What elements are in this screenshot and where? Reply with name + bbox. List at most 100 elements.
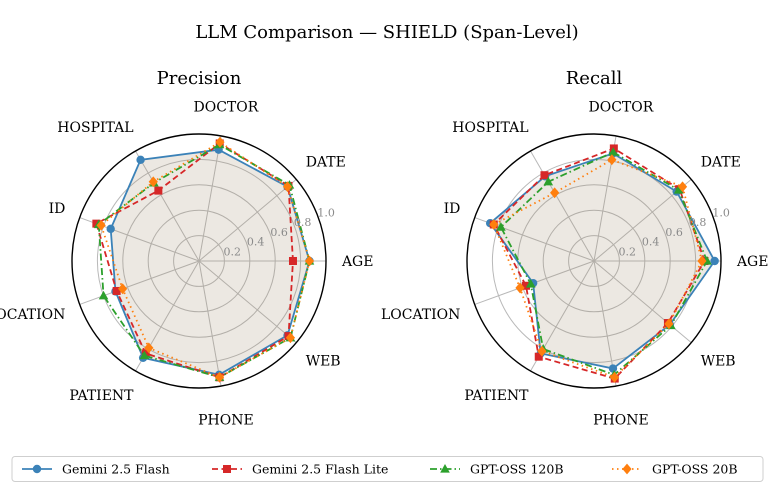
radial-tick-label: 0.6 [665, 226, 683, 239]
grid-spoke [198, 135, 222, 262]
legend-item-gemini-2-5-flash: Gemini 2.5 Flash [22, 462, 170, 477]
axis-label-id: ID [49, 201, 66, 217]
axis-label-date: DATE [701, 154, 741, 170]
data-point-phone [608, 364, 618, 373]
data-point-date [673, 184, 684, 194]
legend-frame [11, 456, 764, 482]
data-point-location [112, 286, 121, 295]
data-point-date [677, 181, 688, 193]
axis-label-hospital: HOSPITAL [57, 120, 133, 136]
legend-label: GPT-OSS 20B [652, 462, 738, 477]
series-line [97, 143, 311, 379]
legend-label: Gemini 2.5 Flash [62, 462, 170, 477]
legend-marker [32, 464, 42, 474]
legend: Gemini 2.5 Flash Gemini 2.5 Flash Lite GPT… [11, 456, 764, 482]
axis-label-phone: PHONE [593, 413, 649, 429]
data-point-hospital [540, 171, 549, 180]
recall-radar: 0.2 0.4 0.6 0.8 1.0 AGE DATE DOCTOR HOSPITAL ID LO… [381, 99, 768, 428]
data-point-age [697, 255, 707, 267]
data-point-hospital [148, 176, 158, 188]
axis-label-phone: PHONE [198, 413, 254, 429]
radial-tick-label: 0.4 [247, 236, 265, 249]
data-point-location [98, 290, 109, 300]
radial-tick-label: 1.0 [317, 206, 335, 219]
data-point-hospital [543, 176, 554, 186]
data-point-phone [609, 371, 620, 383]
data-point-patient [144, 342, 154, 354]
legend-item-gpt-oss-120b: GPT-OSS 120B [430, 462, 564, 477]
data-point-hospital [550, 187, 560, 199]
data-point-patient [537, 345, 547, 357]
legend-item-gemini-2-5-flash-lite: Gemini 2.5 Flash Lite [212, 462, 388, 477]
axis-label-location: LOCATION [381, 307, 460, 323]
data-point-id [106, 224, 115, 234]
precision-radar: 0.2 0.4 0.6 0.8 1.0 AGE DATE DOCTOR HOSPITAL ID LO… [0, 99, 373, 428]
radial-tick-label: 0.8 [294, 216, 312, 229]
data-point-age [304, 255, 315, 267]
data-point-id [96, 219, 106, 231]
data-point-age [710, 256, 719, 266]
grid-spoke [530, 150, 595, 262]
legend-label: Gemini 2.5 Flash Lite [252, 462, 388, 477]
legend-marker [223, 465, 231, 473]
axis-label-doctor: DOCTOR [194, 99, 259, 115]
data-point-hospital [136, 155, 145, 165]
grid-spoke [79, 260, 200, 305]
data-point-web [285, 332, 296, 344]
data-point-id [92, 219, 101, 228]
radial-tick-label: 0.2 [618, 245, 636, 258]
data-point-location [515, 282, 525, 294]
data-point-doctor [215, 136, 225, 148]
axis-label-date: DATE [306, 154, 346, 170]
data-point-hospital [154, 186, 163, 195]
legend-label: GPT-OSS 120B [470, 462, 564, 477]
data-point-age [288, 257, 297, 265]
series-area [490, 153, 715, 369]
axis-label-doctor: DOCTOR [589, 99, 654, 115]
data-point-location [118, 283, 128, 295]
outer-ring [71, 133, 327, 389]
radial-tick-label: 0.2 [223, 245, 241, 258]
radial-tick-label: 0.6 [270, 226, 288, 239]
axis-label-patient: PATIENT [464, 388, 529, 404]
precision-series-gpt-oss-20b [96, 136, 315, 383]
data-point-location [525, 279, 536, 288]
data-point-doctor [608, 147, 618, 156]
grid-spoke [198, 178, 297, 262]
data-point-patient [534, 352, 543, 361]
outer-ring [466, 133, 722, 389]
axis-label-location: LOCATION [0, 307, 65, 323]
axis-label-age: AGE [736, 254, 769, 270]
radial-tick-label: 0.4 [642, 236, 660, 249]
axis-label-age: AGE [341, 254, 374, 270]
precision-panel-title: Precision [157, 68, 242, 89]
data-point-patient [139, 350, 150, 360]
grid-spoke [198, 260, 222, 387]
data-point-web [664, 318, 674, 330]
grid-spoke [135, 150, 200, 262]
data-point-id [496, 222, 506, 231]
axis-label-web: WEB [701, 354, 736, 370]
data-point-doctor [607, 154, 617, 166]
series-area [110, 149, 310, 375]
series-line [488, 152, 716, 370]
legend-marker [622, 463, 632, 475]
radial-tick-label: 1.0 [712, 206, 730, 219]
data-point-phone [214, 371, 225, 383]
legend-marker [440, 464, 450, 473]
axis-label-patient: PATIENT [69, 388, 134, 404]
figure-title: LLM Comparison — SHIELD (Span-Level) [195, 22, 578, 43]
data-point-location [521, 281, 530, 290]
axis-label-web: WEB [306, 354, 341, 370]
data-point-date [282, 181, 293, 193]
radial-tick-label: 0.8 [689, 216, 707, 229]
grid-spoke [198, 260, 297, 344]
data-point-id [489, 219, 499, 230]
recall-series-gpt-oss-20b [489, 154, 707, 383]
axis-label-id: ID [444, 201, 461, 217]
series-line [499, 151, 709, 376]
series-line [492, 147, 706, 380]
recall-panel-title: Recall [566, 68, 623, 89]
axis-label-hospital: HOSPITAL [452, 120, 528, 136]
